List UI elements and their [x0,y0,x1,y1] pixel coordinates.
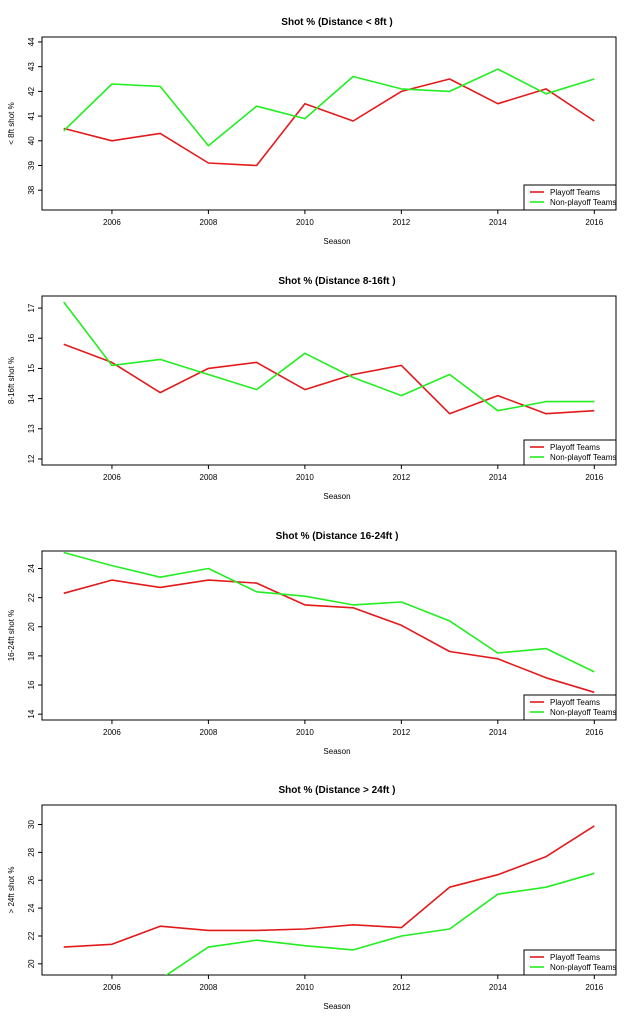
x-axis-label: Season [323,237,350,246]
chart-title: Shot % (Distance < 8ft ) [281,17,392,28]
y-tick-label: 17 [27,303,36,312]
series-line-non-playoff [63,301,595,412]
legend-entry: Playoff Teams [550,188,600,197]
x-tick-label: 2014 [489,983,507,992]
series-line-playoff [63,343,595,415]
y-tick-label: 42 [27,86,36,95]
x-tick-label: 2006 [103,983,121,992]
y-tick-label: 24 [27,903,36,912]
y-tick-label: 22 [27,931,36,940]
legend-entry: Non-playoff Teams [550,708,616,717]
plot-frame [41,550,617,721]
chart-1: Shot % (Distance < 8ft ) 2006 2008 2010 2012… [7,17,617,246]
x-tick-label: 2012 [392,983,410,992]
y-tick-label: 40 [27,136,36,145]
x-tick-label: 2006 [103,473,121,482]
plot-frame [41,36,617,211]
legend-entry: Playoff Teams [550,698,600,707]
series-line-playoff [63,579,595,694]
x-tick-label: 2012 [392,473,410,482]
chart-4: Shot % (Distance > 24ft ) 2006 2008 2010 201… [7,785,617,1011]
y-tick-label: 24 [27,563,36,572]
series-line-playoff [63,78,595,167]
chart-title: Shot % (Distance 8-16ft ) [278,276,395,287]
x-tick-label: 2006 [103,218,121,227]
y-tick-label: 20 [27,959,36,968]
legend-entry: Playoff Teams [550,443,600,452]
y-tick-label: 41 [27,111,36,120]
x-tick-label: 2016 [585,983,603,992]
legend-entry: Non-playoff Teams [550,198,616,207]
y-tick-label: 44 [27,37,36,46]
x-tick-label: 2016 [585,473,603,482]
x-tick-label: 2008 [200,473,218,482]
x-tick-label: 2010 [296,473,314,482]
x-tick-label: 2010 [296,728,314,737]
y-tick-label: 14 [27,709,36,718]
x-tick-label: 2012 [392,728,410,737]
x-tick-label: 2008 [200,728,218,737]
y-tick-label: 16 [27,333,36,342]
legend-box [523,439,617,466]
series-line-non-playoff [165,872,595,975]
y-tick-label: 30 [27,820,36,829]
series-line-playoff [63,825,595,948]
y-tick-label: 26 [27,875,36,884]
x-tick-label: 2014 [489,218,507,227]
y-axis-label: > 24ft shot % [7,867,16,914]
x-tick-label: 2006 [103,728,121,737]
chart-title: Shot % (Distance 16-24ft ) [276,531,399,542]
plot-frame [41,804,617,976]
x-tick-label: 2014 [489,728,507,737]
legend-box [523,184,617,211]
legend-entry: Playoff Teams [550,953,600,962]
chart-3: Shot % (Distance 16-24ft ) 2006 2008 2010 20… [7,531,617,756]
x-tick-label: 2014 [489,473,507,482]
y-tick-label: 20 [27,622,36,631]
chart-2: Shot % (Distance 8-16ft ) 2006 2008 2010 201… [7,276,617,501]
y-tick-label: 15 [27,363,36,372]
y-axis-label: 8-16ft shot % [7,357,16,404]
x-tick-label: 2008 [200,218,218,227]
legend-box [523,694,617,721]
legend-entry: Non-playoff Teams [550,963,616,972]
y-tick-label: 22 [27,593,36,602]
y-tick-label: 18 [27,651,36,660]
y-axis-label: < 8ft shot % [7,102,16,144]
y-tick-label: 12 [27,454,36,463]
y-tick-label: 43 [27,62,36,71]
x-axis-label: Season [323,1002,350,1011]
y-tick-label: 39 [27,161,36,170]
x-tick-label: 2016 [585,728,603,737]
x-tick-label: 2008 [200,983,218,992]
x-tick-label: 2010 [296,983,314,992]
plot-frame [41,295,617,466]
x-axis-label: Season [323,747,350,756]
chart-title: Shot % (Distance > 24ft ) [279,785,396,796]
y-tick-label: 16 [27,680,36,689]
series-line-non-playoff [63,551,595,673]
series-line-non-playoff [63,68,595,147]
x-tick-label: 2016 [585,218,603,227]
x-tick-label: 2012 [392,218,410,227]
y-tick-label: 38 [27,185,36,194]
y-tick-label: 28 [27,847,36,856]
legend-box [523,949,617,976]
y-axis-label: 16-24ft shot % [7,610,16,662]
x-tick-label: 2010 [296,218,314,227]
y-tick-label: 14 [27,394,36,403]
y-tick-label: 13 [27,424,36,433]
x-axis-label: Season [323,492,350,501]
legend-entry: Non-playoff Teams [550,453,616,462]
